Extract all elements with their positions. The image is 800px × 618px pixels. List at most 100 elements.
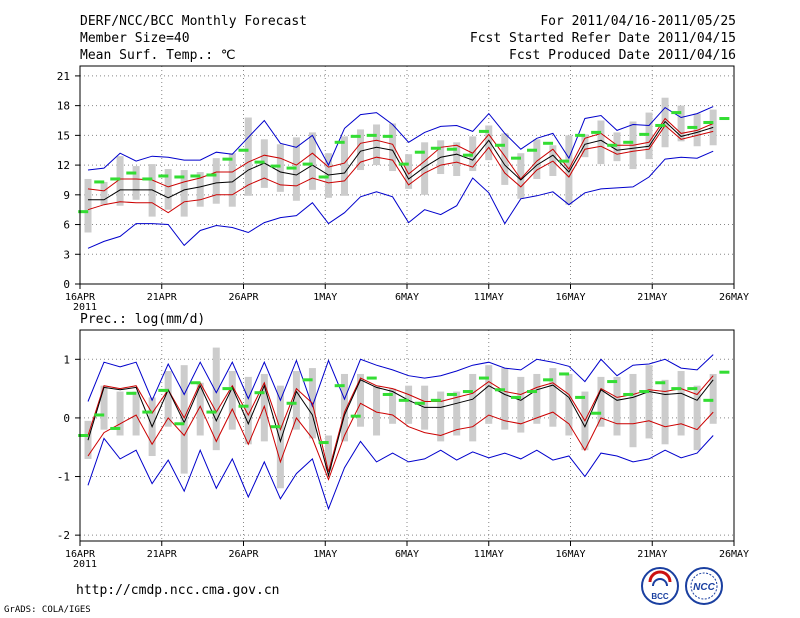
prec-observed-mark: [238, 404, 249, 408]
prec-observed-mark: [302, 378, 313, 382]
prec-member-box: [693, 385, 701, 451]
ncc-logo: NCC: [684, 566, 724, 606]
prec-title: Prec.: log(mm/d): [80, 312, 206, 327]
temp-member-box: [116, 156, 124, 206]
prec-observed-mark: [478, 376, 489, 380]
prec-observed-mark: [174, 422, 185, 426]
prec-member-box: [469, 373, 477, 442]
temp-member-box: [212, 158, 220, 204]
temp-member-box: [501, 133, 509, 185]
temp-observed-mark: [174, 175, 185, 179]
temp-xtick-label-21apr: 21APR: [147, 292, 178, 303]
temp-observed-mark: [302, 162, 313, 166]
prec-series-upper: [87, 375, 714, 472]
temp-observed-mark: [414, 150, 425, 154]
temp-ytick-label-18: 18: [57, 100, 70, 113]
prec-member-box: [212, 347, 220, 451]
prec-member-box: [196, 382, 204, 436]
prec-observed-mark: [270, 425, 281, 429]
temp-member-box: [244, 117, 252, 196]
prec-observed-mark: [607, 380, 618, 384]
prec-plot-frame: [79, 329, 735, 542]
prec-observed-mark: [591, 411, 602, 415]
bcc-logo-text: BCC: [651, 592, 669, 601]
prec-ytick-label--2: -2: [57, 529, 70, 542]
prec-series-lower: [87, 402, 714, 481]
temp-observed-mark: [543, 141, 554, 145]
temp-observed-mark: [639, 132, 650, 136]
prec-member-box: [228, 371, 236, 430]
prec-member-box: [164, 371, 172, 427]
temp-xtick-year: 2011: [73, 302, 97, 313]
prec-observed-mark: [687, 387, 698, 391]
temp-xtick-label-6may: 6MAY: [395, 292, 419, 303]
prec-member-box: [565, 373, 573, 436]
prec-member-box: [100, 385, 108, 430]
temp-member-box: [677, 105, 685, 142]
temp-observed-mark: [158, 174, 169, 178]
temp-observed-mark: [511, 156, 521, 160]
prec-observed-mark: [655, 381, 666, 385]
prec-xtick-label-6may: 6MAY: [395, 549, 419, 560]
temp-observed-mark: [350, 134, 361, 138]
temp-member-box: [340, 136, 348, 196]
temp-observed-mark: [238, 148, 249, 152]
ncc-logo-text: NCC: [693, 582, 715, 593]
temp-observed-mark: [575, 133, 586, 137]
temp-member-box: [100, 181, 108, 205]
temp-plot-frame: [79, 65, 735, 285]
temp-observed-mark: [142, 177, 153, 181]
prec-observed-mark: [110, 426, 121, 430]
prec-member-box: [244, 376, 252, 445]
temp-ytick-label-9: 9: [63, 189, 70, 202]
prec-observed-mark: [190, 381, 201, 385]
prec-ytick-label-1: 1: [63, 353, 70, 366]
temp-member-box: [661, 97, 669, 148]
prec-member-box: [116, 391, 124, 436]
prec-xtick-label-21may: 21MAY: [637, 549, 667, 560]
prec-observed-mark: [575, 395, 586, 399]
temp-observed-mark: [703, 120, 714, 124]
temp-xtick-label-11may: 11MAY: [474, 292, 504, 303]
prec-member-box: [405, 385, 413, 424]
temp-member-box: [485, 125, 493, 161]
chart-title: DERF/NCC/BCC Monthly Forecast: [80, 14, 307, 29]
temp-member-box: [533, 139, 541, 179]
temp-member-box: [389, 123, 397, 172]
prec-observed-mark: [158, 388, 169, 392]
prec-member-box: [629, 373, 637, 448]
prec-member-box: [533, 373, 541, 424]
prec-observed-mark: [334, 384, 345, 388]
prec-member-box: [292, 371, 300, 430]
prec-observed-mark: [430, 398, 441, 402]
temp-observed-mark: [719, 117, 730, 121]
temp-member-box: [421, 142, 429, 195]
prec-observed-mark: [543, 378, 554, 382]
prec-member-box: [276, 385, 284, 489]
temp-xtick-label-26may: 26MAY: [719, 292, 749, 303]
temp-observed-mark: [671, 111, 682, 115]
temp-observed-mark: [559, 159, 570, 163]
temp-observed-mark: [430, 146, 441, 150]
prec-observed-mark: [623, 392, 634, 396]
prec-member-box: [485, 365, 493, 424]
temp-series-min: [87, 150, 714, 249]
prec-member-box: [324, 435, 332, 471]
temp-observed-mark: [270, 164, 281, 168]
temp-observed-mark: [94, 180, 105, 184]
prec-member-box: [501, 368, 509, 430]
prec-observed-mark: [382, 392, 393, 396]
temp-observed-mark: [334, 140, 345, 144]
prec-xtick-label-11may: 11MAY: [474, 549, 504, 560]
temp-observed-mark: [110, 177, 121, 181]
prec-member-box: [613, 376, 621, 436]
prec-observed-mark: [671, 387, 682, 391]
prec-observed-mark: [719, 370, 730, 374]
prec-xtick-label-16may: 16MAY: [555, 549, 585, 560]
prec-xtick-label-26apr: 26APR: [228, 549, 259, 560]
temp-member-box: [228, 153, 236, 207]
temp-ytick-label-21: 21: [57, 70, 70, 83]
prec-observed-mark: [494, 388, 505, 392]
temp-observed-mark: [318, 175, 329, 179]
